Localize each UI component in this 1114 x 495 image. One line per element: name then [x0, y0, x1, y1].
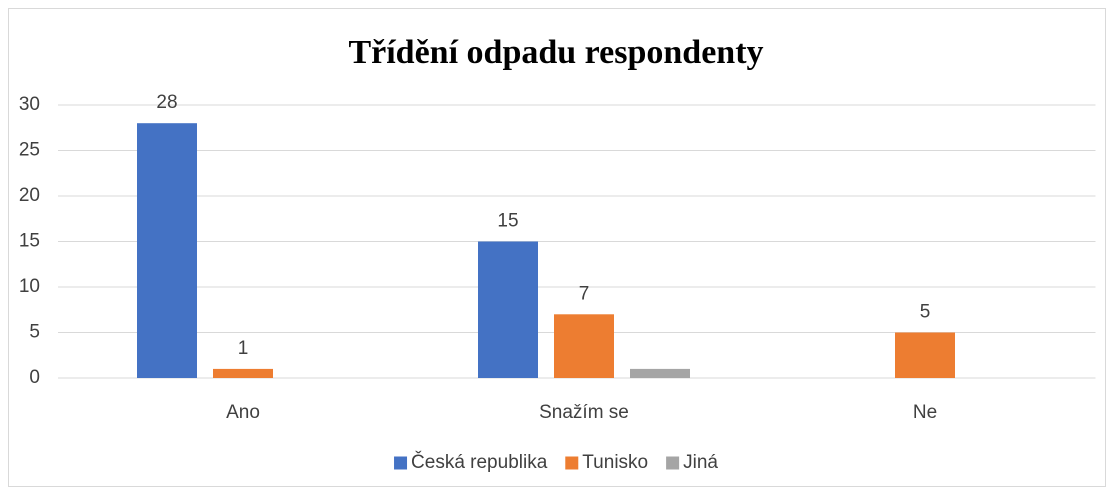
y-tick-label: 20	[19, 185, 40, 206]
data-label: 5	[920, 302, 931, 323]
y-tick-label: 5	[29, 322, 40, 343]
y-tick-label: 15	[19, 231, 40, 252]
bar	[630, 368, 690, 378]
legend-swatch	[394, 456, 408, 470]
x-tick-label: Ne	[913, 402, 937, 423]
y-tick-label: 0	[29, 367, 40, 388]
data-label: 1	[238, 338, 249, 359]
data-label: 15	[497, 211, 518, 232]
y-tick-label: 30	[19, 94, 40, 115]
legend-label: Česká republika	[411, 451, 548, 473]
bar	[137, 123, 197, 378]
bar	[554, 314, 614, 378]
legend-label: Jiná	[683, 452, 718, 473]
data-label: 7	[579, 283, 590, 304]
data-label: 28	[156, 92, 177, 113]
chart-title: Třídění odpadu respondenty	[348, 34, 763, 71]
bar	[213, 368, 273, 378]
x-tick-label: Snažím se	[539, 402, 629, 423]
legend-label: Tunisko	[582, 452, 648, 473]
bar	[478, 241, 538, 378]
bar	[895, 332, 955, 378]
legend-swatch	[565, 456, 579, 470]
y-tick-label: 10	[19, 276, 40, 297]
legend-swatch	[666, 456, 680, 470]
x-tick-label: Ano	[226, 402, 260, 423]
y-tick-label: 25	[19, 140, 40, 161]
